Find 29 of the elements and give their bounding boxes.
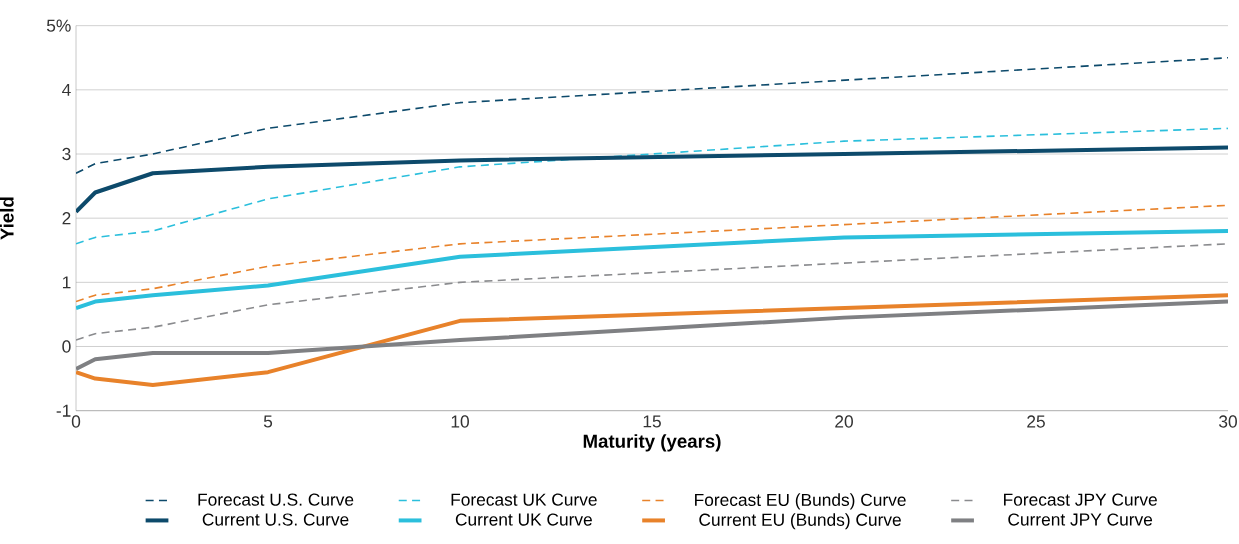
y-tick-label: 0 [62,340,71,353]
x-axis-title: Maturity (years) [583,434,721,452]
y-tick-label: 5% [46,19,71,32]
x-tick-label: 0 [71,415,81,428]
y-axis-title: Yield [0,197,14,240]
x-tick-label: 5 [263,415,273,428]
y-tick-label: 1 [62,276,71,289]
legend-label: Forecast UK Curve [451,493,597,506]
x-tick-label: 25 [1027,415,1045,428]
x-tick-label: 20 [835,415,853,428]
legend-label: Forecast JPY Curve [1004,493,1157,506]
y-tick-label: 3 [62,147,71,161]
y-tick-label: 4 [62,83,71,96]
x-tick-label: 10 [451,415,469,428]
legend-label: Forecast U.S. Curve [198,493,354,506]
line-series [76,145,1228,214]
legend-label: Forecast EU (Bunds) Curve [695,493,906,510]
x-tick-label: 15 [643,415,661,428]
legend-label: Current U.S. Curve [202,513,349,526]
line-series [76,229,1228,310]
y-tick-label: 2 [62,212,71,225]
line-series [76,127,1228,245]
x-tick-label: 30 [1219,415,1237,428]
legend-label: Current EU (Bunds) Curve [699,513,901,530]
legend-label: Current JPY Curve [1008,513,1153,526]
y-tick-label: -1 [56,404,71,417]
legend-label: Current UK Curve [455,513,592,526]
line-series [76,204,1228,303]
line-series [76,299,1228,371]
